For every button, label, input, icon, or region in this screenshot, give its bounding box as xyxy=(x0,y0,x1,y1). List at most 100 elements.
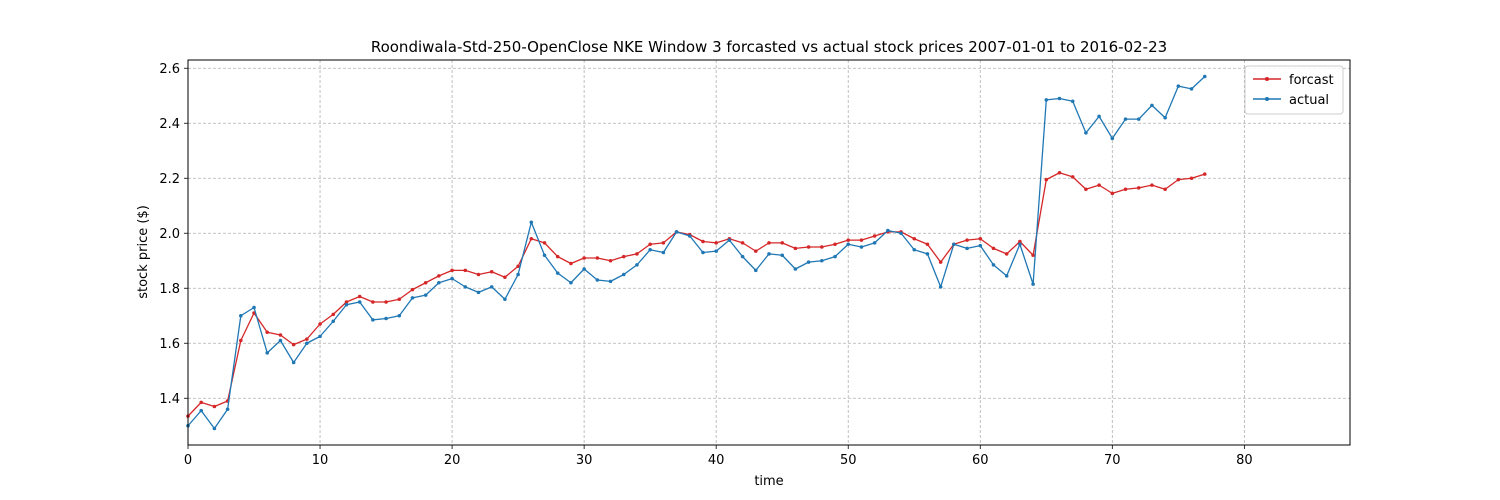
legend-marker-actual xyxy=(1265,97,1269,101)
data-point-forcast xyxy=(1084,187,1088,192)
data-point-forcast xyxy=(1123,187,1128,192)
data-point-actual xyxy=(542,253,547,258)
data-point-actual xyxy=(1097,114,1101,119)
legend-marker-forcast xyxy=(1265,77,1269,81)
x-tick-label: 70 xyxy=(1104,453,1121,468)
data-point-actual xyxy=(991,263,996,267)
data-point-actual xyxy=(938,285,943,289)
data-point-actual xyxy=(476,290,481,295)
data-point-actual xyxy=(635,263,639,267)
data-point-forcast xyxy=(291,342,296,347)
data-point-actual xyxy=(846,242,851,247)
data-point-actual xyxy=(925,252,930,256)
data-point-forcast xyxy=(780,241,785,245)
data-point-actual xyxy=(1004,274,1009,278)
data-point-forcast xyxy=(542,241,547,245)
x-tick-label: 30 xyxy=(576,453,593,468)
data-point-actual xyxy=(463,285,468,289)
data-point-forcast xyxy=(489,269,494,274)
data-point-actual xyxy=(516,272,520,277)
plot-frame xyxy=(187,59,1351,446)
legend-label-forcast: forcast xyxy=(1289,73,1334,88)
data-point-forcast xyxy=(318,322,322,326)
data-point-actual xyxy=(661,250,666,255)
data-point-actual xyxy=(529,220,534,225)
data-point-forcast xyxy=(371,300,375,304)
data-point-actual xyxy=(701,250,705,255)
data-point-forcast xyxy=(621,254,626,259)
data-point-actual xyxy=(621,272,626,277)
data-point-forcast xyxy=(331,312,336,317)
data-point-actual xyxy=(318,334,322,339)
data-point-actual xyxy=(767,252,771,256)
data-point-forcast xyxy=(701,239,705,244)
y-tick-label: 2.2 xyxy=(159,172,180,187)
data-point-actual xyxy=(978,243,983,248)
data-point-actual xyxy=(555,271,560,275)
data-point-actual xyxy=(1136,117,1141,121)
data-point-actual xyxy=(489,285,494,289)
data-point-forcast xyxy=(239,338,243,343)
data-point-actual xyxy=(344,302,349,307)
data-point-actual xyxy=(397,313,402,318)
data-point-actual xyxy=(278,338,283,343)
data-point-actual xyxy=(239,313,243,318)
data-point-forcast xyxy=(806,245,811,249)
data-point-actual xyxy=(331,319,336,324)
data-point-actual xyxy=(1150,103,1154,108)
data-point-actual xyxy=(714,249,718,253)
data-point-actual xyxy=(1057,96,1062,101)
data-point-actual xyxy=(727,238,732,242)
series-line-forcast xyxy=(187,172,1205,417)
data-point-actual xyxy=(899,231,903,236)
data-point-actual xyxy=(1123,117,1128,121)
data-point-actual xyxy=(265,351,270,355)
data-point-forcast xyxy=(793,246,798,251)
x-tick-label: 80 xyxy=(1236,453,1253,468)
chart-title: Roondiwala-Std-250-OpenClose NKE Window … xyxy=(371,38,1167,56)
data-point-forcast xyxy=(569,261,573,266)
series-layer xyxy=(186,74,1207,431)
x-tick-label: 60 xyxy=(972,453,989,468)
data-point-forcast xyxy=(278,333,283,337)
data-point-actual xyxy=(1163,115,1167,120)
data-point-forcast xyxy=(1031,253,1035,258)
data-point-forcast xyxy=(529,236,534,241)
data-point-forcast xyxy=(820,245,824,249)
x-tick-label: 50 xyxy=(840,453,857,468)
y-tick-label: 1.4 xyxy=(159,392,180,407)
data-point-forcast xyxy=(767,241,771,245)
data-point-actual xyxy=(674,230,679,234)
data-point-actual xyxy=(806,260,811,264)
data-point-forcast xyxy=(965,238,969,242)
data-point-actual xyxy=(833,254,837,259)
data-point-actual xyxy=(1018,242,1022,247)
data-point-forcast xyxy=(1018,239,1022,244)
data-point-actual xyxy=(437,280,441,285)
data-point-forcast xyxy=(423,280,428,285)
data-point-actual xyxy=(410,296,415,300)
data-point-forcast xyxy=(384,300,388,304)
data-point-forcast xyxy=(1150,183,1154,187)
data-point-forcast xyxy=(912,236,917,241)
data-point-actual xyxy=(199,408,204,413)
data-point-forcast xyxy=(991,246,996,251)
data-point-actual xyxy=(965,246,969,251)
data-point-forcast xyxy=(846,238,851,242)
data-point-forcast xyxy=(265,330,270,335)
data-point-forcast xyxy=(978,236,983,241)
data-point-actual xyxy=(423,293,428,297)
data-point-forcast xyxy=(833,242,837,247)
data-point-actual xyxy=(384,316,388,321)
data-point-forcast xyxy=(410,287,415,292)
data-point-forcast xyxy=(635,252,639,256)
legend-label-actual: actual xyxy=(1289,93,1329,108)
data-point-forcast xyxy=(1097,183,1101,187)
data-point-actual xyxy=(859,245,864,249)
data-point-forcast xyxy=(753,249,758,253)
x-axis-label: time xyxy=(754,474,783,489)
y-tick-label: 2.4 xyxy=(159,117,180,132)
data-point-actual xyxy=(582,267,586,271)
data-point-forcast xyxy=(476,272,481,277)
data-point-forcast xyxy=(463,268,468,273)
